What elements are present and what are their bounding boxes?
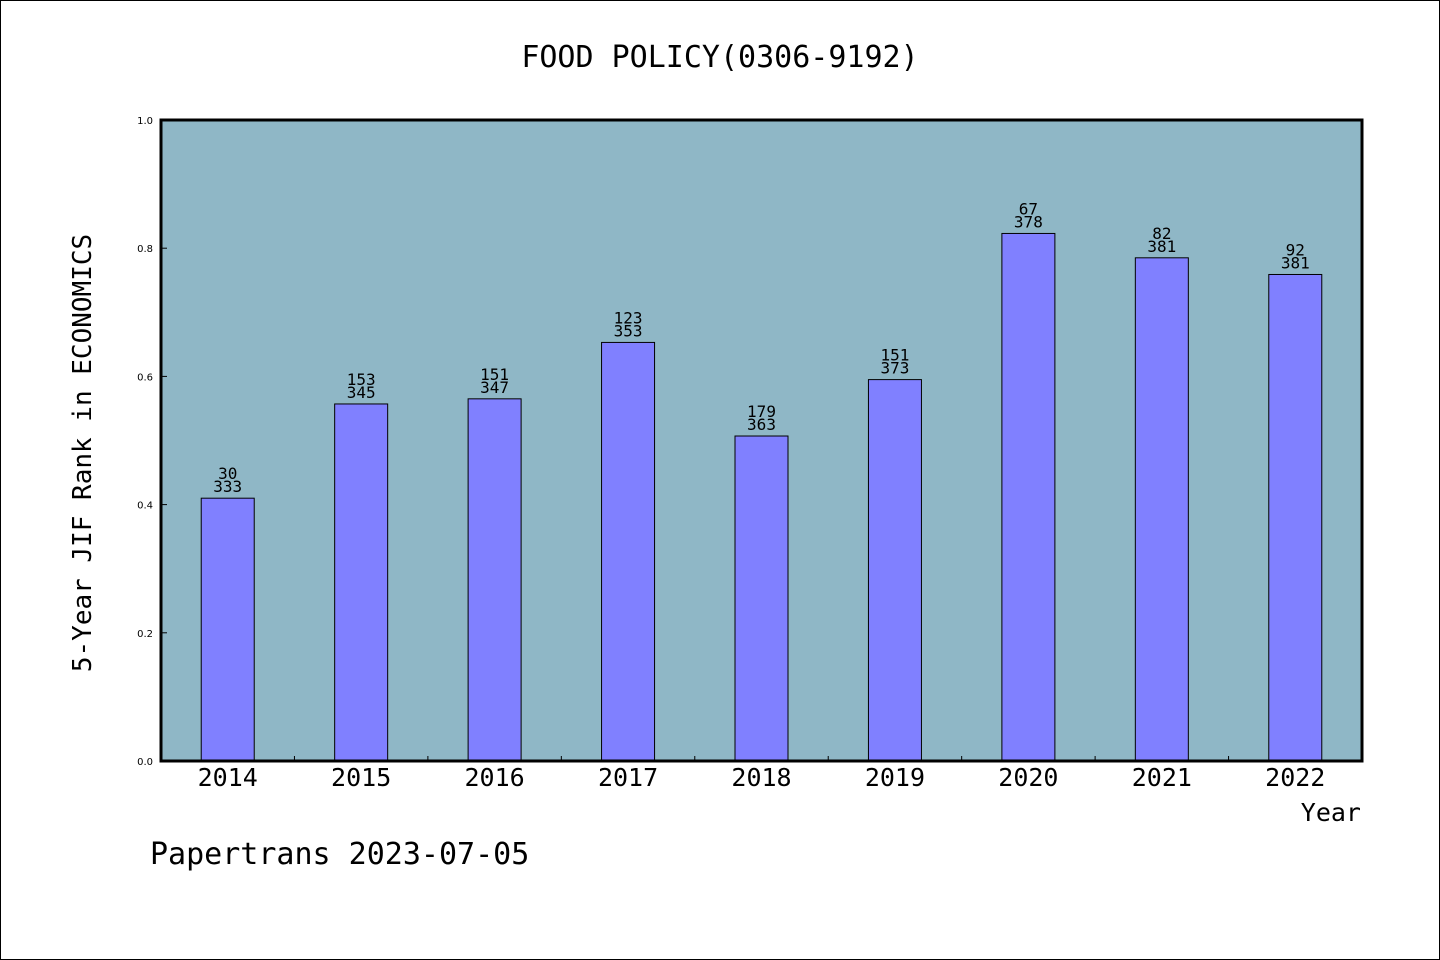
bars-group: [200, 232, 1323, 762]
bar-2022: [1268, 273, 1323, 762]
y-tick-label: 0.0: [137, 757, 153, 768]
x-tick-label-2016: 2016: [465, 763, 525, 792]
bar-2020: [1001, 232, 1056, 762]
total-label-2015: 345: [347, 383, 376, 402]
total-label-2019: 373: [880, 359, 909, 378]
rank-label-2019: 151: [880, 346, 909, 365]
total-label-2020: 378: [1014, 212, 1043, 231]
bar-2016: [467, 398, 522, 762]
bar-2015: [334, 403, 389, 762]
bar-2017: [601, 341, 656, 762]
rank-label-2020: 67: [1019, 199, 1038, 218]
y-tick-label: 0.4: [137, 501, 153, 512]
x-tick-label-2019: 2019: [865, 763, 925, 792]
rank-label-2014: 30: [218, 464, 237, 483]
total-label-2021: 381: [1147, 237, 1176, 256]
total-label-2016: 347: [480, 378, 509, 397]
bar-2021: [1134, 257, 1189, 762]
x-tick-label-2015: 2015: [331, 763, 391, 792]
data-labels-group: 3033315334515134712335317936315137367378…: [213, 199, 1309, 496]
x-axis-ticks: 2014 2015 2016 2017 2018 2019 2020 2021 2022: [198, 756, 1325, 792]
x-tick-label-2018: 2018: [731, 763, 791, 792]
plot-border: [159, 118, 1364, 763]
x-tick-label-2020: 2020: [998, 763, 1058, 792]
total-label-2017: 353: [614, 321, 643, 340]
total-label-2014: 333: [213, 477, 242, 496]
total-label-2018: 363: [747, 415, 776, 434]
y-tick-label: 0.8: [137, 244, 153, 255]
chart-title: FOOD POLICY(0306-9192): [521, 40, 918, 75]
y-tick-label: 0.6: [137, 372, 153, 383]
x-tick-label-2021: 2021: [1132, 763, 1192, 792]
total-label-2022: 381: [1281, 253, 1310, 272]
rank-label-2015: 153: [347, 370, 376, 389]
x-tick-label-2017: 2017: [598, 763, 658, 792]
bar-2019: [867, 379, 922, 762]
rank-label-2016: 151: [480, 365, 509, 384]
y-axis-label: 5-Year JIF Rank in ECONOMICS: [68, 234, 98, 672]
x-tick-label-2014: 2014: [198, 763, 258, 792]
rank-label-2022: 92: [1286, 240, 1305, 259]
x-axis-label: Year: [1301, 798, 1361, 827]
y-tick-label: 0.2: [137, 629, 153, 640]
y-tick-label: 1.0: [137, 116, 153, 127]
rank-label-2017: 123: [614, 308, 643, 327]
rank-label-2021: 82: [1152, 224, 1171, 243]
bar-2014: [200, 497, 255, 762]
footer-credit: Papertrans 2023-07-05: [150, 837, 529, 872]
rank-label-2018: 179: [747, 402, 776, 421]
bar-2018: [734, 435, 789, 762]
x-tick-label-2022: 2022: [1265, 763, 1325, 792]
